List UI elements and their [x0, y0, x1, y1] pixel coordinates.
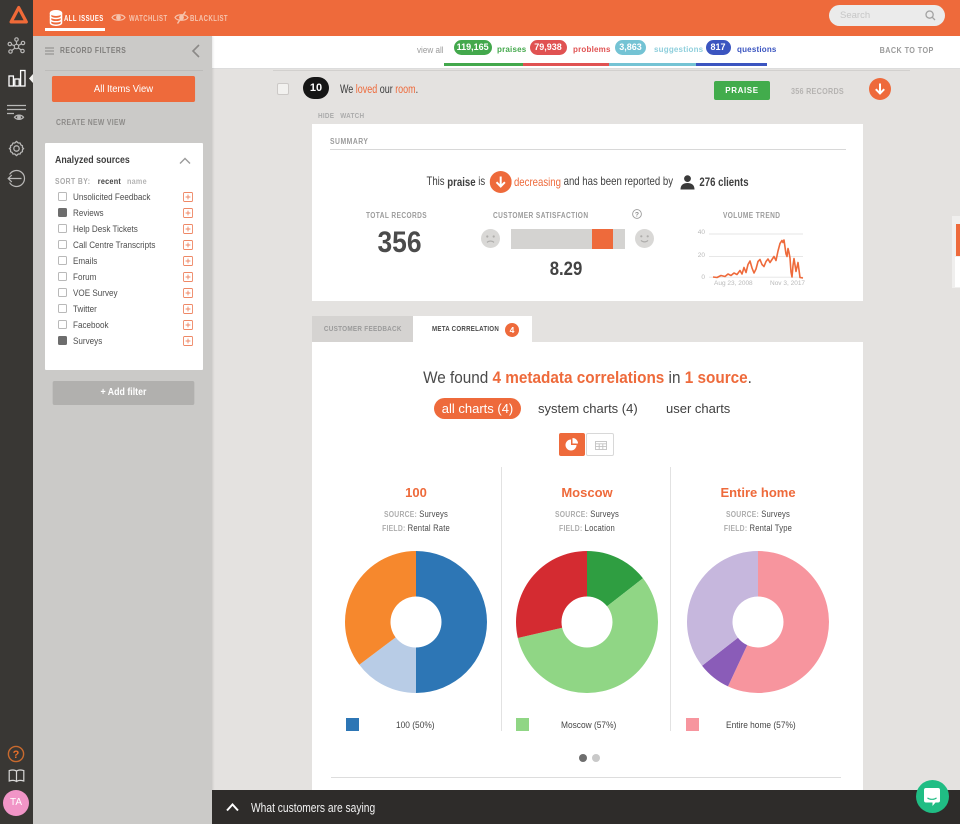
svg-text:?: ?	[13, 749, 20, 761]
svg-text:0: 0	[701, 274, 705, 281]
svg-text:Nov 3, 2017: Nov 3, 2017	[770, 280, 805, 287]
svg-text:40: 40	[698, 229, 706, 236]
svg-text:20: 20	[698, 252, 706, 259]
svg-text:Aug 23, 2008: Aug 23, 2008	[714, 280, 753, 287]
svg-text:?: ?	[635, 212, 639, 219]
